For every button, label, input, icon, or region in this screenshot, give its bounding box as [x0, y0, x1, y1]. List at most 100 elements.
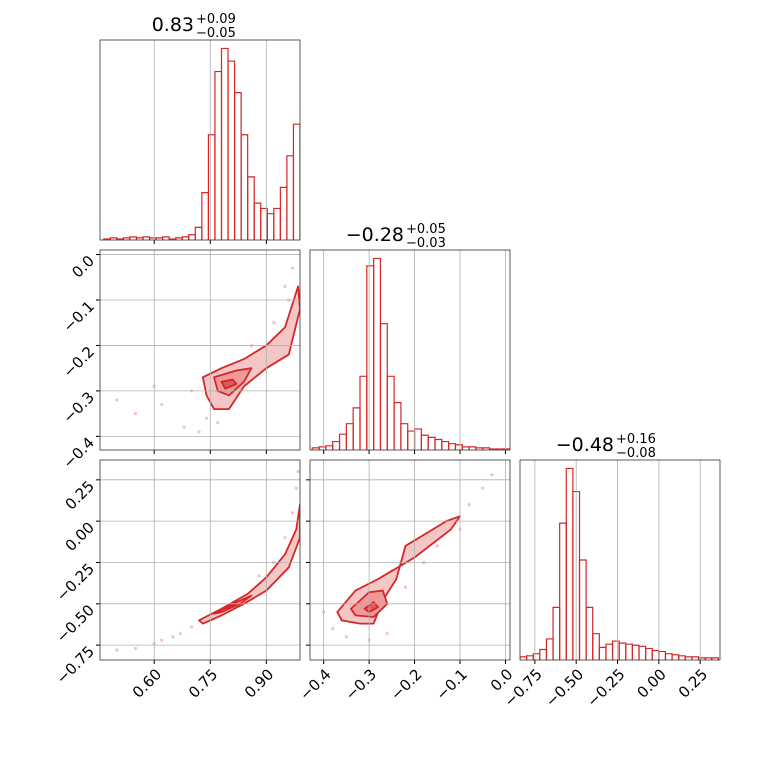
histogram-bin [407, 430, 416, 450]
sample-point [296, 469, 300, 474]
histogram-bin [207, 134, 216, 240]
panel-frame [519, 459, 721, 661]
histogram-bin [352, 407, 361, 450]
sample-point [171, 635, 175, 639]
histogram-bin [162, 236, 170, 240]
histogram-bin [247, 176, 255, 240]
x-tick-label: 0.60 [129, 665, 165, 701]
title-upper: +0.05 [406, 222, 446, 237]
title-upper: +0.09 [196, 12, 236, 27]
histogram-bin [664, 653, 673, 660]
title-main: −0.48 [556, 434, 614, 456]
histogram-bin [638, 645, 647, 660]
histogram-bin [427, 436, 436, 450]
title-lower: −0.08 [616, 446, 656, 461]
histogram-bin [592, 633, 600, 660]
x-tick-label: −0.1 [433, 665, 471, 703]
x-tick-label: 0.90 [241, 665, 277, 701]
histogram-bin [240, 134, 249, 240]
histogram-bin [611, 640, 620, 660]
sample-point [178, 631, 182, 636]
sample-point [283, 536, 287, 540]
histogram-bin [461, 446, 470, 450]
y-tick-label: −0.75 [53, 642, 98, 687]
histogram-bin [552, 606, 561, 660]
histogram-bin [345, 423, 354, 450]
histogram-bin [578, 559, 587, 660]
sample-point [467, 503, 471, 507]
y-tick-label: 0.00 [62, 518, 98, 554]
histogram-bin [691, 656, 700, 660]
panel-frame [99, 459, 301, 661]
histogram-bin [194, 226, 203, 240]
histogram-bin [279, 186, 288, 240]
sample-point [160, 402, 164, 407]
sample-point [331, 626, 335, 631]
panel-frame [309, 249, 511, 451]
x-tick-label: 0.00 [634, 665, 670, 701]
title-main: −0.28 [346, 224, 404, 246]
x-tick-label: 0.75 [185, 665, 221, 701]
x-tick-label: −0.4 [296, 665, 334, 703]
sample-point [133, 412, 138, 416]
histogram-bin [379, 323, 388, 450]
histogram-bin [585, 606, 594, 660]
title-upper: +0.16 [616, 432, 656, 447]
histogram-bin [181, 236, 190, 240]
sample-point [216, 421, 220, 425]
histogram-bin [671, 654, 680, 660]
sample-point [189, 625, 194, 629]
y-tick-label: −0.1 [60, 297, 98, 335]
y-tick-label: −0.4 [60, 434, 98, 472]
x-tick-label: −0.50 [542, 665, 587, 710]
histogram-bin [386, 375, 395, 450]
histogram-bin [618, 642, 627, 660]
histogram-bin [338, 433, 347, 450]
x-tick-label: −0.3 [342, 665, 380, 703]
contour [198, 503, 300, 625]
panel-frame [99, 39, 301, 241]
histogram-bin [441, 440, 450, 450]
histogram-bin [286, 155, 295, 240]
histogram-bin [631, 644, 640, 660]
contour [220, 378, 238, 390]
x-tick-label: −0.25 [583, 665, 628, 710]
histogram-bin [565, 467, 574, 660]
y-tick-label: 0.0 [68, 252, 98, 282]
histogram-bin [526, 655, 534, 660]
x-tick-label: 0.25 [675, 665, 711, 701]
histogram-bin [532, 653, 541, 660]
histogram-bin [366, 265, 375, 450]
title-lower: −0.05 [196, 26, 236, 41]
histogram-bin [325, 445, 334, 450]
panel [103, 47, 300, 240]
sample-point [290, 511, 295, 515]
histogram-bin [201, 192, 210, 240]
sample-point [197, 430, 201, 434]
histogram-bin [373, 257, 382, 450]
histogram-bin [605, 643, 614, 660]
y-tick-label: −0.50 [53, 601, 98, 646]
histogram-bin [220, 47, 229, 240]
sample-point [290, 266, 295, 270]
sample-point [160, 638, 164, 642]
histogram-bin [559, 522, 567, 660]
histogram-bin [292, 123, 300, 240]
panel [311, 257, 510, 450]
histogram-bin [393, 402, 402, 450]
histogram-bin [188, 234, 196, 240]
histogram-bin [420, 434, 429, 450]
panel [520, 467, 719, 660]
panel [322, 473, 494, 642]
histogram-bin [502, 448, 510, 450]
histogram-bin [142, 236, 151, 240]
sample-point [115, 648, 119, 652]
panel-frame [309, 459, 511, 661]
histogram-bin [129, 236, 138, 240]
histogram-bin [711, 657, 719, 660]
sample-point [133, 646, 138, 651]
histogram-bin [645, 647, 653, 660]
title-lower: −0.03 [406, 236, 446, 251]
histogram-bin [545, 638, 554, 660]
